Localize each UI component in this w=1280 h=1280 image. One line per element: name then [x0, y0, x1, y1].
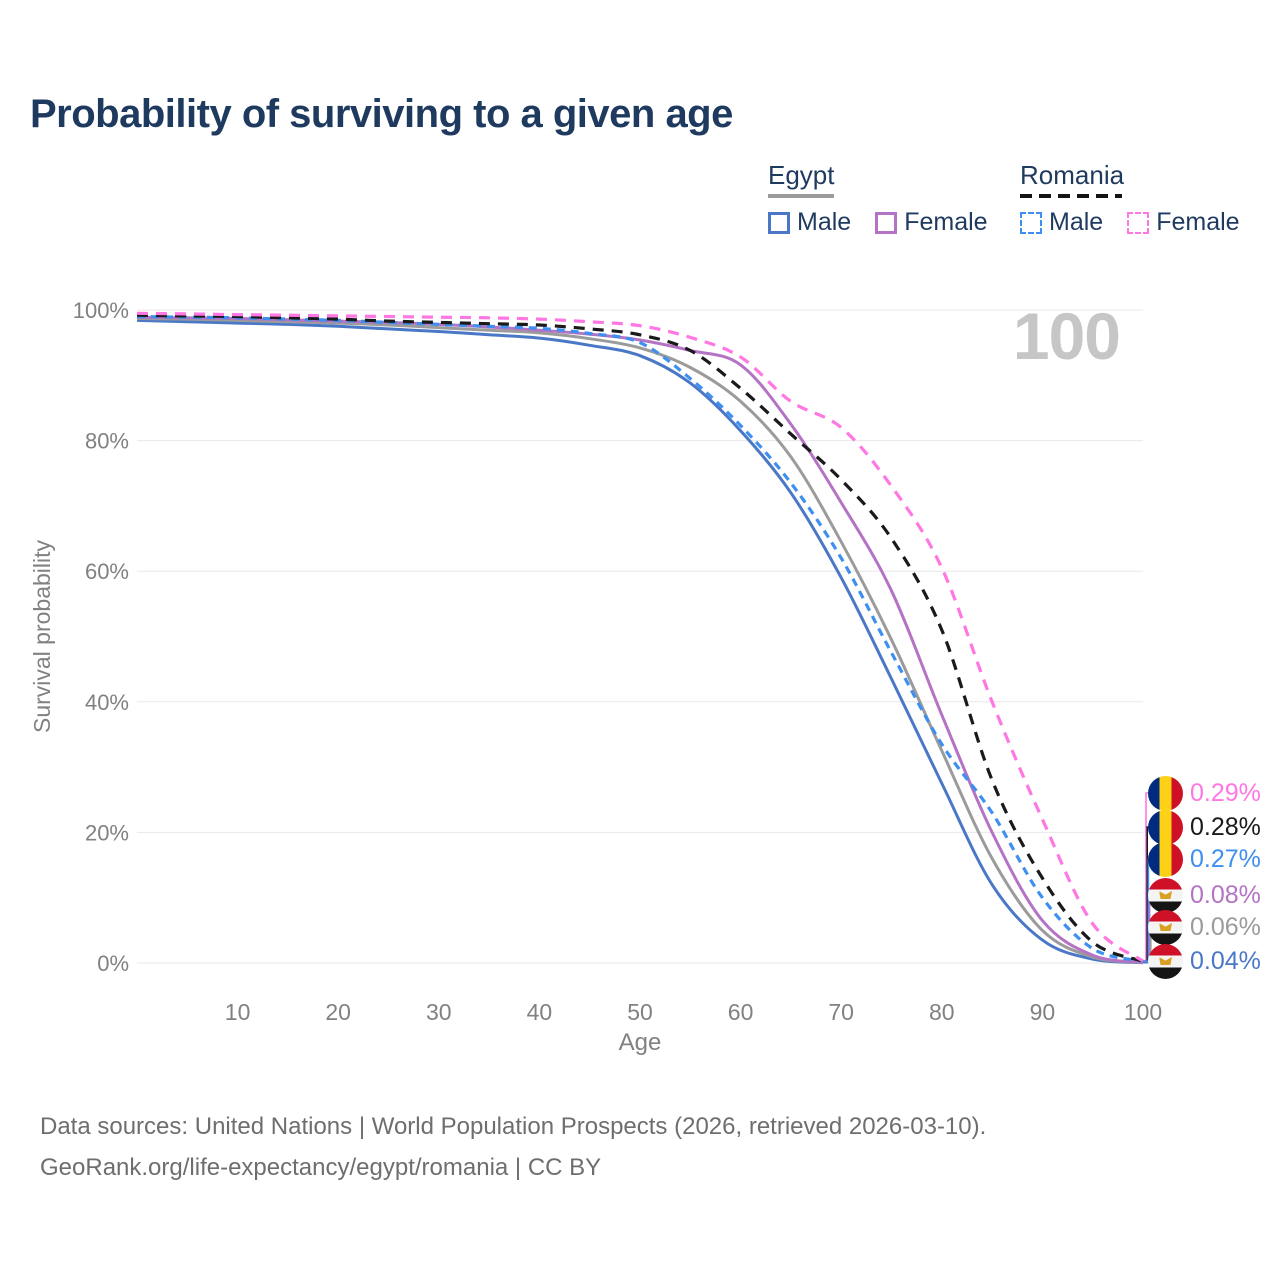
curve-romania-both-sexes[interactable]	[136, 313, 1144, 963]
curve-egypt-male[interactable]	[136, 318, 1144, 965]
x-tick-label-50: 50	[627, 999, 653, 1025]
y-axis-title: Survival probability	[29, 539, 55, 733]
end-label-value: 0.04%	[1190, 946, 1261, 975]
romania-male-swatch-icon	[1020, 211, 1042, 234]
legend-label-romania-female: Female	[1156, 208, 1240, 236]
end-label-egypt-female: 0.08%	[1148, 877, 1261, 913]
romania-flag-icon	[1148, 775, 1183, 811]
end-label-value: 0.08%	[1190, 880, 1261, 909]
x-axis-title: Age	[619, 1029, 662, 1056]
y-tick-label-40: 40%	[85, 690, 129, 715]
end-label-value: 0.29%	[1190, 778, 1261, 807]
egypt-flag-icon	[1148, 909, 1183, 945]
curve-romania-male[interactable]	[136, 314, 1144, 963]
y-tick-label-0: 0%	[97, 951, 129, 976]
footer-attribution-line: GeoRank.org/life-expectancy/egypt/romani…	[40, 1154, 602, 1181]
legend-group-romania: Romania Male Female	[1020, 160, 1240, 237]
end-label-egypt-male: 0.04%	[1148, 943, 1261, 979]
x-tick-label-100: 100	[1124, 999, 1162, 1025]
y-tick-label-60: 60%	[85, 559, 129, 584]
page-title: Probability of surviving to a given age	[30, 92, 733, 136]
romania-dashed-line-swatch	[1020, 194, 1122, 198]
x-tick-label-20: 20	[325, 999, 351, 1025]
x-tick-label-40: 40	[527, 999, 553, 1025]
x-tick-label-60: 60	[728, 999, 754, 1025]
end-label-romania-female: 0.29%	[1148, 775, 1261, 811]
egypt-female-swatch-icon	[875, 211, 898, 234]
x-tick-label-30: 30	[426, 999, 452, 1025]
legend-item-egypt-male[interactable]: Male	[768, 208, 851, 237]
legend-country-romania: Romania	[1020, 160, 1125, 190]
curve-egypt-female[interactable]	[136, 315, 1144, 964]
footer: Data sources: United Nations | World Pop…	[40, 1106, 986, 1188]
hovered-age-watermark: 100	[1012, 299, 1121, 373]
curve-egypt-both-sexes[interactable]	[136, 317, 1144, 965]
romania-flag-icon	[1148, 809, 1183, 845]
x-tick-label-90: 90	[1030, 999, 1056, 1025]
romania-female-swatch-icon	[1127, 211, 1150, 234]
footer-sources-line: Data sources: United Nations | World Pop…	[40, 1113, 987, 1140]
romania-flag-icon	[1148, 841, 1183, 877]
legend-country-egypt: Egypt	[768, 160, 835, 190]
curve-romania-female[interactable]	[136, 311, 1144, 963]
x-tick-label-80: 80	[929, 999, 955, 1025]
end-label-romania-both-sexes: 0.28%	[1148, 809, 1261, 845]
egypt-solid-line-swatch	[768, 194, 834, 198]
y-tick-label-100: 100%	[73, 298, 129, 323]
egypt-male-swatch-icon	[768, 211, 790, 234]
legend-item-romania-male[interactable]: Male	[1020, 208, 1103, 237]
end-label-egypt-both-sexes: 0.06%	[1148, 909, 1261, 945]
legend-item-egypt-female[interactable]: Female	[875, 208, 988, 237]
egypt-flag-icon	[1148, 877, 1183, 913]
end-label-value: 0.27%	[1190, 844, 1261, 873]
x-tick-label-10: 10	[225, 999, 251, 1025]
y-tick-label-20: 20%	[85, 820, 129, 845]
end-label-value: 0.28%	[1190, 812, 1261, 841]
legend-label-egypt-female: Female	[904, 208, 988, 236]
end-label-romania-male: 0.27%	[1148, 841, 1261, 877]
egypt-flag-icon	[1148, 943, 1183, 979]
y-tick-label-80: 80%	[85, 429, 129, 454]
legend-item-romania-female[interactable]: Female	[1127, 208, 1240, 237]
legend-label-romania-male: Male	[1049, 208, 1104, 236]
survival-chart[interactable]: 0% 20% 40% 60% 80% 100% Survival probability 10…	[0, 0, 1280, 1080]
x-tick-label-70: 70	[828, 999, 854, 1025]
end-label-value: 0.06%	[1190, 912, 1261, 941]
legend-label-egypt-male: Male	[797, 208, 852, 236]
legend-group-egypt: Egypt Male Female	[768, 160, 988, 237]
